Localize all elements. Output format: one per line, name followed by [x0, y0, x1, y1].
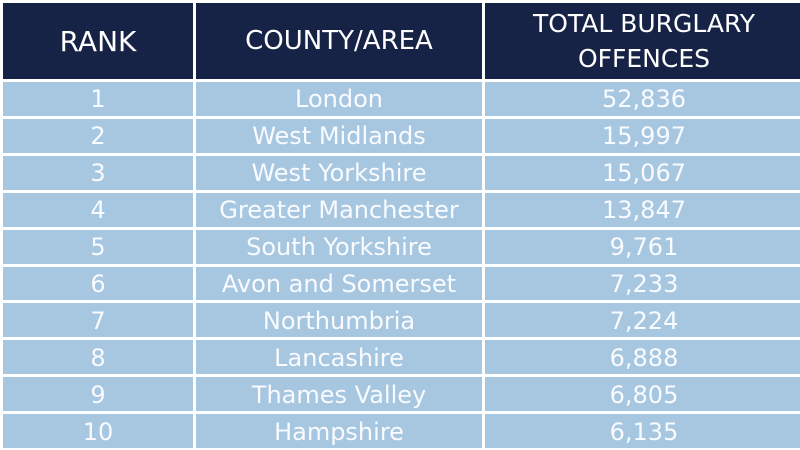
- total-cell: 15,997: [485, 118, 800, 153]
- table-grid: RANK COUNTY/AREA TOTAL BURGLARY OFFENCES…: [3, 3, 800, 448]
- rank-cell: 5: [3, 229, 193, 264]
- header-rank: RANK: [3, 3, 193, 79]
- total-cell: 13,847: [485, 192, 800, 227]
- area-cell: Greater Manchester: [196, 192, 482, 227]
- header-county-area: COUNTY/AREA: [196, 3, 482, 79]
- rank-cell: 10: [3, 414, 193, 448]
- rank-cell: 7: [3, 303, 193, 338]
- header-total-burglary-offences: TOTAL BURGLARY OFFENCES: [485, 3, 800, 79]
- area-cell: South Yorkshire: [196, 229, 482, 264]
- area-cell: Hampshire: [196, 414, 482, 448]
- rank-cell: 9: [3, 377, 193, 412]
- area-cell: Thames Valley: [196, 377, 482, 412]
- rank-cell: 2: [3, 118, 193, 153]
- total-cell: 15,067: [485, 155, 800, 190]
- total-cell: 6,888: [485, 340, 800, 375]
- rank-cell: 8: [3, 340, 193, 375]
- total-cell: 7,224: [485, 303, 800, 338]
- area-cell: Northumbria: [196, 303, 482, 338]
- rank-cell: 4: [3, 192, 193, 227]
- area-cell: Avon and Somerset: [196, 266, 482, 301]
- rank-cell: 3: [3, 155, 193, 190]
- total-cell: 6,805: [485, 377, 800, 412]
- area-cell: Lancashire: [196, 340, 482, 375]
- area-cell: West Midlands: [196, 118, 482, 153]
- total-cell: 52,836: [485, 82, 800, 116]
- rank-cell: 1: [3, 82, 193, 116]
- rank-cell: 6: [3, 266, 193, 301]
- total-cell: 7,233: [485, 266, 800, 301]
- area-cell: West Yorkshire: [196, 155, 482, 190]
- area-cell: London: [196, 82, 482, 116]
- total-cell: 6,135: [485, 414, 800, 448]
- total-cell: 9,761: [485, 229, 800, 264]
